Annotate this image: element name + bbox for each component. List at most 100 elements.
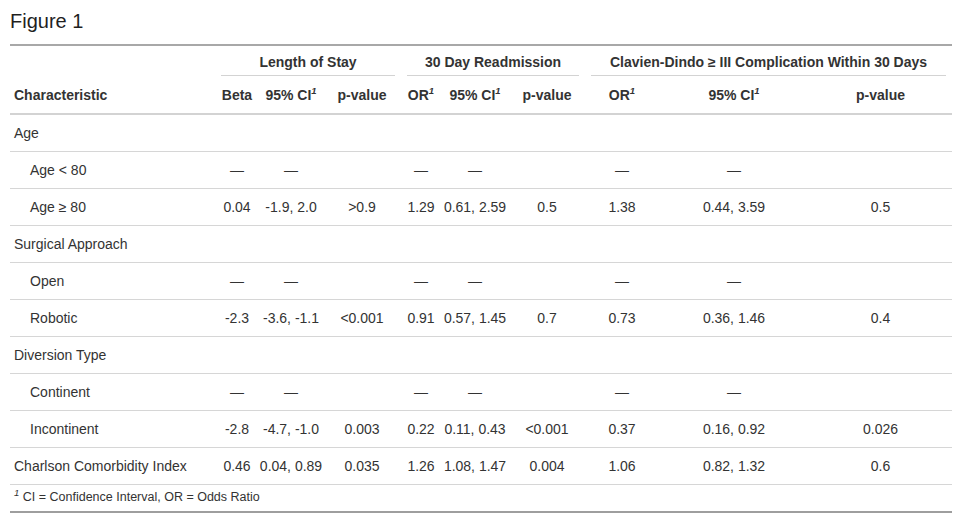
cell-value: 0.11, 0.43: [441, 410, 509, 447]
footnote-row: 1 CI = Confidence Interval, OR = Odds Ra…: [10, 484, 952, 512]
footnote-marker: 1: [495, 85, 500, 96]
cell-value: [509, 114, 585, 151]
cell-value: >0.9: [323, 188, 401, 225]
cell-value: [401, 114, 441, 151]
cell-value: -4.7, -1.0: [259, 410, 323, 447]
column-header-label: p-value: [338, 87, 387, 103]
table-row: Open——————: [10, 262, 952, 299]
column-header-ci-readmission: 95% CI1: [441, 76, 509, 114]
spanner-clavien-dindo-label: Clavien-Dindo ≥ III Complication Within …: [591, 52, 946, 76]
spanner-length-of-stay-label: Length of Stay: [221, 52, 395, 76]
cell-value: 0.003: [323, 410, 401, 447]
cell-value: [509, 262, 585, 299]
cell-value: [323, 262, 401, 299]
results-table: Length of Stay 30 Day Readmission Clavie…: [10, 44, 952, 513]
cell-value: 0.36, 1.46: [659, 299, 809, 336]
cell-value: 0.16, 0.92: [659, 410, 809, 447]
cell-value: 0.4: [809, 299, 952, 336]
cell-value: 0.22: [401, 410, 441, 447]
cell-value: [809, 373, 952, 410]
cell-value: [259, 225, 323, 262]
column-header-ci-los: 95% CI1: [259, 76, 323, 114]
row-label: Charlson Comorbidity Index: [10, 447, 215, 484]
group-row: Age: [10, 114, 952, 151]
table-header: Length of Stay 30 Day Readmission Clavie…: [10, 45, 952, 114]
footnote-marker: 1: [311, 85, 316, 96]
cell-value: —: [259, 151, 323, 188]
group-row: Diversion Type: [10, 336, 952, 373]
cell-value: 1.38: [585, 188, 659, 225]
row-label: Continent: [10, 373, 215, 410]
cell-value: [215, 114, 259, 151]
table-row: Age < 80——————: [10, 151, 952, 188]
cell-value: 1.26: [401, 447, 441, 484]
cell-value: 0.6: [809, 447, 952, 484]
cell-value: 0.61, 2.59: [441, 188, 509, 225]
column-header-label: OR: [609, 87, 630, 103]
cell-value: —: [441, 262, 509, 299]
row-group-label: Surgical Approach: [10, 225, 215, 262]
spanner-30-day-readmission: 30 Day Readmission: [401, 45, 585, 76]
spanner-clavien-dindo: Clavien-Dindo ≥ III Complication Within …: [585, 45, 952, 76]
cell-value: [215, 225, 259, 262]
cell-value: [585, 225, 659, 262]
column-header-beta: Beta: [215, 76, 259, 114]
table-row: Incontinent-2.8-4.7, -1.00.0030.220.11, …: [10, 410, 952, 447]
column-header-label: p-value: [856, 87, 905, 103]
cell-value: [441, 336, 509, 373]
column-header-or-readmission: OR1: [401, 76, 441, 114]
cell-value: —: [659, 151, 809, 188]
column-header-label: 95% CI: [265, 87, 311, 103]
cell-value: 0.37: [585, 410, 659, 447]
cell-value: [323, 114, 401, 151]
cell-value: [659, 225, 809, 262]
cell-value: 1.08, 1.47: [441, 447, 509, 484]
cell-value: 0.035: [323, 447, 401, 484]
cell-value: [441, 114, 509, 151]
column-header-pvalue-clavien: p-value: [809, 76, 952, 114]
cell-value: -2.8: [215, 410, 259, 447]
column-header-label: OR: [408, 87, 429, 103]
cell-value: [323, 225, 401, 262]
cell-value: 0.82, 1.32: [659, 447, 809, 484]
cell-value: 0.7: [509, 299, 585, 336]
cell-value: —: [215, 151, 259, 188]
cell-value: 0.04: [215, 188, 259, 225]
table-footer: 1 CI = Confidence Interval, OR = Odds Ra…: [10, 484, 952, 512]
cell-value: [809, 114, 952, 151]
cell-value: —: [215, 373, 259, 410]
cell-value: —: [659, 373, 809, 410]
column-header-label: Characteristic: [14, 87, 107, 103]
row-group-label: Diversion Type: [10, 336, 215, 373]
cell-value: —: [259, 262, 323, 299]
cell-value: 1.06: [585, 447, 659, 484]
cell-value: [585, 336, 659, 373]
cell-value: [259, 114, 323, 151]
cell-value: [809, 225, 952, 262]
cell-value: 0.44, 3.59: [659, 188, 809, 225]
cell-value: 0.57, 1.45: [441, 299, 509, 336]
footnote: 1 CI = Confidence Interval, OR = Odds Ra…: [10, 484, 952, 512]
table-row: Age ≥ 800.04-1.9, 2.0>0.91.290.61, 2.590…: [10, 188, 952, 225]
cell-value: [509, 151, 585, 188]
row-label: Incontinent: [10, 410, 215, 447]
cell-value: —: [401, 373, 441, 410]
column-header-label: 95% CI: [449, 87, 495, 103]
row-group-label: Age: [10, 114, 215, 151]
cell-value: 0.5: [509, 188, 585, 225]
table-row: Continent——————: [10, 373, 952, 410]
row-label: Robotic: [10, 299, 215, 336]
cell-value: [323, 373, 401, 410]
cell-value: [323, 151, 401, 188]
spanner-30-day-readmission-label: 30 Day Readmission: [407, 52, 579, 76]
cell-value: 0.73: [585, 299, 659, 336]
footnote-marker: 1: [14, 486, 19, 497]
cell-value: [441, 225, 509, 262]
table-body: AgeAge < 80——————Age ≥ 800.04-1.9, 2.0>0…: [10, 114, 952, 484]
cell-value: 0.5: [809, 188, 952, 225]
cell-value: —: [401, 151, 441, 188]
cell-value: [323, 336, 401, 373]
cell-value: —: [441, 151, 509, 188]
column-header-pvalue-los: p-value: [323, 76, 401, 114]
cell-value: <0.001: [509, 410, 585, 447]
